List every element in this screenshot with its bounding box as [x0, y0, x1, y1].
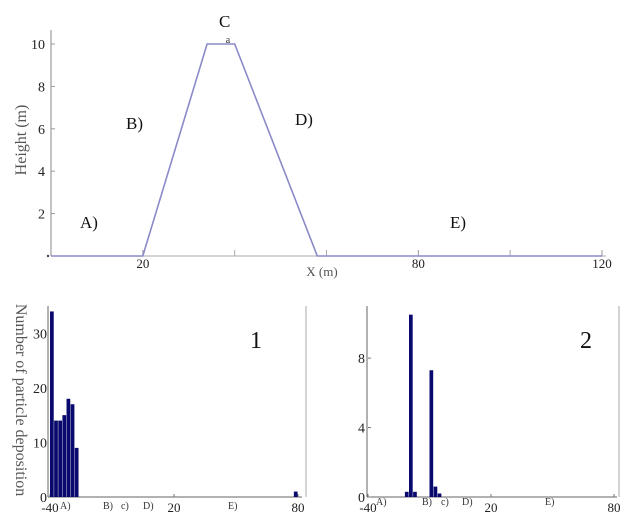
hist1-zone-a: A) — [60, 501, 71, 512]
zone-label-c: C — [219, 12, 230, 31]
zone-label-d: D) — [295, 110, 313, 129]
hist1-bars — [50, 311, 298, 497]
hist2-zone-e: E) — [545, 497, 554, 508]
h1-x-tick--40: -40 — [41, 500, 58, 514]
profile-y-tick-2: 2 — [38, 208, 45, 223]
h1-y-tick-0: 0 — [40, 491, 47, 506]
h2-y-tick-0: 0 — [358, 491, 365, 506]
hist2-zone-c: c) — [441, 497, 449, 508]
summit-mark: a — [226, 35, 231, 46]
h1-x-tick-20: 20 — [168, 500, 181, 514]
h1-y-tick-30: 30 — [33, 327, 47, 342]
hist1-y-ticks: 0 10 20 30 — [33, 327, 53, 506]
h1-x-tick-80: 80 — [292, 500, 305, 514]
h2-bar-1 — [409, 314, 413, 497]
profile-x-tick-20: 20 — [136, 256, 149, 271]
profile-y-axis-label: Height (m) — [13, 105, 30, 176]
profile-y-tick-0 — [46, 254, 50, 258]
hist2-zone-b: B) — [422, 497, 432, 508]
zone-label-e: E) — [450, 213, 466, 232]
profile-x-axis-label: X (m) — [306, 264, 337, 279]
h1-bar-5 — [70, 404, 75, 497]
profile-y-tick-10: 10 — [31, 38, 45, 53]
h1-bar-7 — [293, 491, 298, 497]
histogram-panel-2: 0 4 8 -40 20 80 2 A) B) c) D) E) — [358, 306, 621, 514]
h1-y-tick-10: 10 — [33, 436, 47, 451]
hist1-zone-c: c) — [121, 501, 129, 512]
profile-x-ticks: 20 80 120 — [136, 250, 612, 271]
h2-y-tick-8: 8 — [358, 352, 365, 367]
hist2-zone-a: A) — [376, 497, 387, 508]
h1-bar-3 — [62, 415, 67, 497]
histogram-panel-1: 0 10 20 30 -40 20 80 Number of particle depos… — [12, 304, 307, 514]
zone-label-b: B) — [126, 114, 143, 133]
h2-bar-4 — [433, 486, 438, 497]
h1-bar-2 — [58, 420, 62, 497]
zone-label-a: A) — [80, 213, 98, 232]
h2-x-tick-80: 80 — [608, 500, 621, 514]
hist1-zone-b: B) — [103, 501, 113, 512]
hist2-x-ticks: -40 20 80 — [359, 494, 621, 514]
hist2-zone-d: D) — [462, 497, 473, 508]
profile-x-tick-80: 80 — [412, 256, 425, 271]
h2-y-tick-4: 4 — [358, 422, 365, 437]
profile-y-tick-4: 4 — [38, 165, 45, 180]
hist2-bars — [404, 314, 442, 497]
h2-bar-3 — [429, 370, 434, 497]
hist1-zone-d: D) — [143, 501, 154, 512]
hist1-zone-e: E) — [228, 501, 237, 512]
h2-bar-0 — [404, 491, 409, 497]
profile-y-tick-8: 8 — [38, 80, 45, 95]
h2-x-tick-20: 20 — [485, 500, 498, 514]
h1-bar-1 — [54, 420, 58, 497]
h1-bar-6 — [74, 447, 79, 497]
h1-bar-4 — [66, 398, 71, 497]
profile-x-tick-120: 120 — [592, 256, 612, 271]
panel-number-2: 2 — [580, 328, 592, 354]
profile-y-ticks: 2 4 6 8 10 — [31, 38, 55, 258]
h1-y-tick-20: 20 — [33, 382, 47, 397]
hist1-y-axis-label: Number of particle deposition — [12, 304, 29, 496]
panel-number-1: 1 — [250, 328, 262, 354]
profile-y-tick-6: 6 — [38, 123, 45, 138]
hist1-x-ticks: -40 20 80 — [41, 494, 305, 514]
h2-x-tick--40: -40 — [359, 500, 376, 514]
h2-bar-2 — [413, 491, 417, 497]
h1-bar-0 — [50, 311, 54, 497]
h2-bar-5 — [437, 493, 442, 497]
dune-profile-line — [51, 43, 602, 257]
hist2-y-ticks: 0 4 8 — [358, 352, 371, 506]
